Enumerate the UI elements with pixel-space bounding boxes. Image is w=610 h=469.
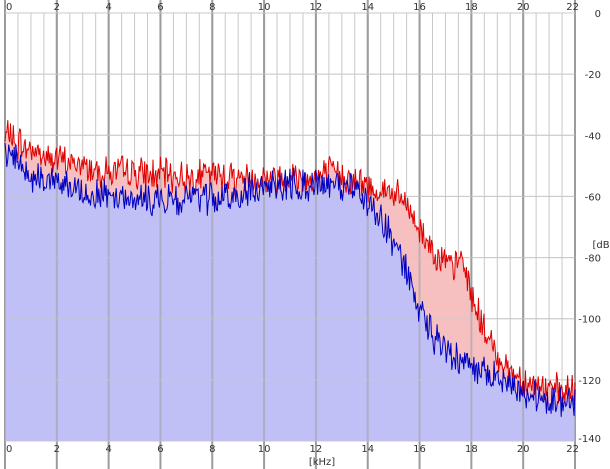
x-tick-label-top: 14 (361, 2, 374, 13)
x-tick-label-top: 2 (54, 2, 60, 13)
y-tick-label: -120 (578, 376, 601, 387)
x-tick-label-top: 18 (465, 2, 478, 13)
x-tick-label-bottom: 0 (6, 444, 12, 455)
x-tick-label-bottom: 20 (517, 444, 530, 455)
y-axis-label: [dB] (592, 240, 610, 251)
x-tick-label-top: 16 (413, 2, 426, 13)
y-tick-label: -100 (578, 315, 601, 326)
y-tick-label: -20 (585, 70, 601, 81)
x-tick-label-bottom: 14 (361, 444, 374, 455)
data-layer (4, 12, 576, 442)
x-axis-label: [kHz] (309, 457, 335, 468)
x-tick-label-bottom: 12 (310, 444, 323, 455)
y-tick-label: -140 (578, 434, 601, 445)
series-area-blue (5, 143, 575, 441)
x-tick-label-bottom: 8 (209, 444, 215, 455)
y-tick-label: -60 (585, 192, 601, 203)
x-tick-label-bottom: 18 (465, 444, 478, 455)
x-tick-label-top: 12 (310, 2, 323, 13)
x-tick-label-bottom: 2 (54, 444, 60, 455)
x-tick-label-top: 6 (157, 2, 163, 13)
x-tick-label-top: 22 (566, 2, 579, 13)
x-tick-label-top: 10 (258, 2, 271, 13)
y-tick-label: -80 (585, 254, 601, 265)
x-tick-label-bottom: 10 (258, 444, 271, 455)
series-line-blue (4, 143, 576, 417)
x-tick-label-bottom: 4 (105, 444, 111, 455)
x-tick-label-bottom: 6 (157, 444, 163, 455)
x-tick-label-top: 8 (209, 2, 215, 13)
x-tick-label-top: 20 (517, 2, 530, 13)
x-tick-label-top: 4 (105, 2, 111, 13)
y-tick-label: 0 (595, 9, 601, 20)
x-tick-label-top: 0 (6, 2, 12, 13)
x-tick-label-bottom: 22 (566, 444, 579, 455)
y-tick-label: -40 (585, 131, 601, 142)
tick-layer: 002244668810101212141416161818202022220-… (6, 2, 601, 455)
x-tick-label-bottom: 16 (413, 444, 426, 455)
